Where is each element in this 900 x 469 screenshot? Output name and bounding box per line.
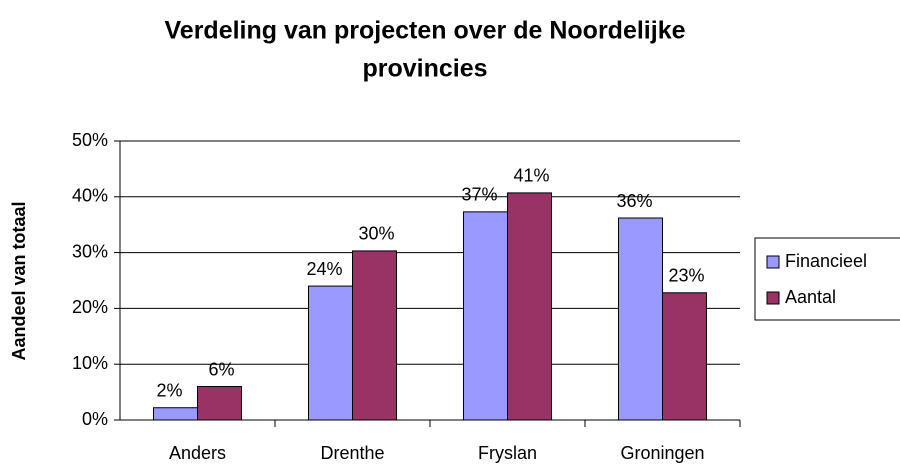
bar (197, 386, 242, 421)
value-label: 37% (461, 185, 497, 205)
legend-swatch (766, 255, 780, 269)
value-label: 24% (306, 259, 342, 279)
value-label: 41% (513, 166, 549, 186)
bar (352, 250, 397, 421)
y-tick-label: 50% (72, 130, 108, 150)
value-label: 30% (358, 224, 394, 244)
x-tick-label: Drenthe (320, 443, 384, 463)
y-tick-label: 0% (82, 409, 108, 429)
x-tick-label: Groningen (620, 443, 704, 463)
y-tick-label: 30% (72, 241, 108, 261)
bar (153, 407, 198, 421)
chart-title: Verdeling van projecten over de Noordeli… (165, 17, 686, 45)
x-tick-label: Fryslan (478, 443, 537, 463)
legend-label: Aantal (785, 287, 836, 307)
bar (463, 211, 508, 421)
y-tick-label: 10% (72, 353, 108, 373)
value-label: 23% (668, 266, 704, 286)
legend-box (754, 237, 900, 321)
legend-label: Financieel (785, 251, 867, 271)
chart-title: provincies (362, 55, 487, 83)
value-label: 2% (156, 380, 182, 400)
x-tick-label: Anders (169, 443, 226, 463)
y-tick-label: 20% (72, 297, 108, 317)
value-label: 6% (208, 359, 234, 379)
bar (308, 285, 353, 421)
y-tick-label: 40% (72, 186, 108, 206)
value-label: 36% (616, 191, 652, 211)
legend-swatch (766, 291, 780, 305)
bar (507, 192, 552, 421)
bar (662, 292, 707, 421)
y-axis-label: Aandeel van totaal (9, 201, 29, 360)
bar (618, 217, 663, 421)
